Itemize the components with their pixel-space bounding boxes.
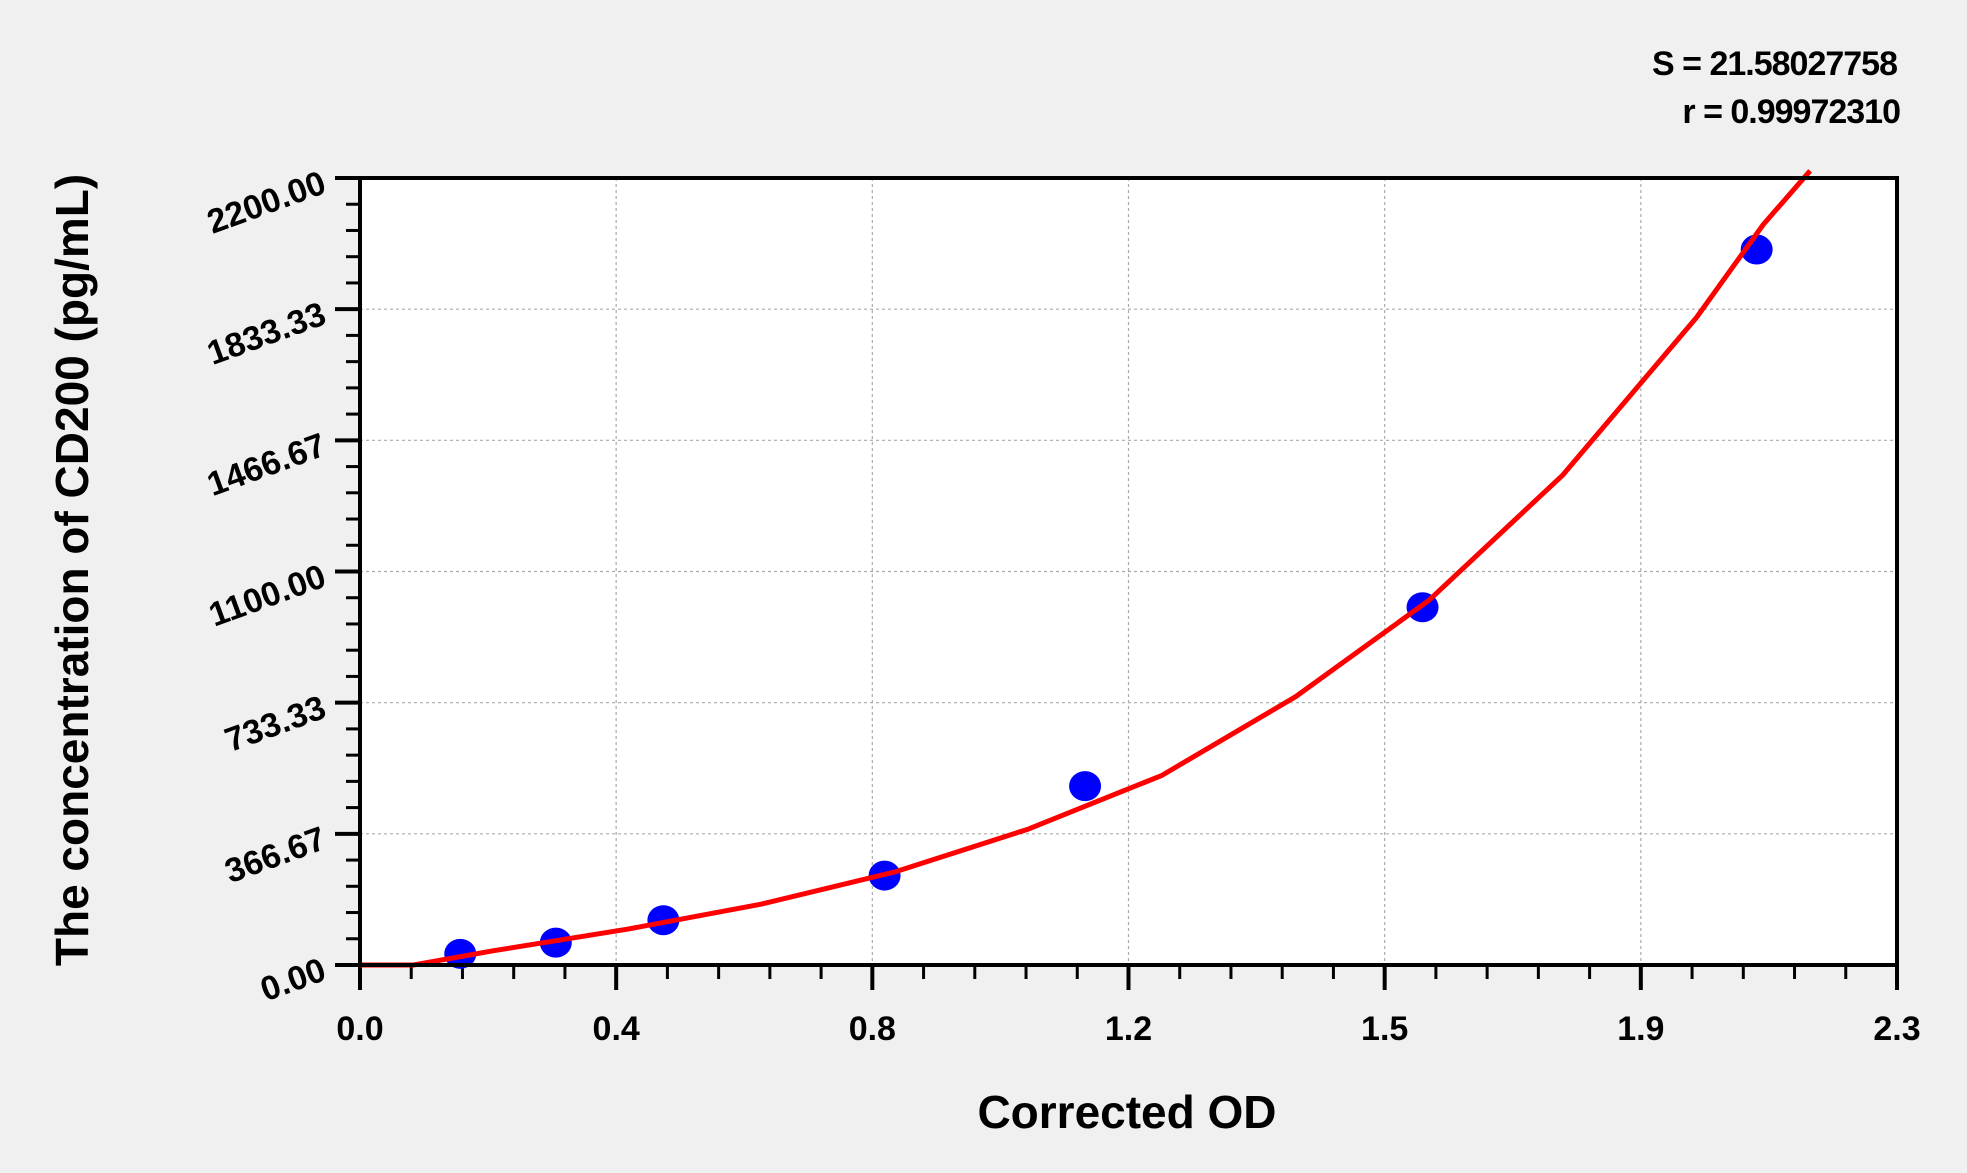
y-tick-label: 1833.33 bbox=[202, 295, 330, 373]
y-tick-label: 2200.00 bbox=[202, 164, 330, 242]
data-point bbox=[444, 938, 477, 969]
x-axis-label: Corrected OD bbox=[977, 1086, 1276, 1138]
y-tick-label: 0.00 bbox=[256, 951, 331, 1009]
x-tick-label: 2.3 bbox=[1873, 1010, 1920, 1048]
data-point bbox=[1069, 771, 1102, 802]
axis-ticks bbox=[335, 176, 1899, 990]
y-tick-label: 1466.67 bbox=[202, 426, 330, 504]
x-tick-label: 0.4 bbox=[593, 1010, 640, 1048]
grid bbox=[360, 178, 1897, 965]
y-tick-label: 366.67 bbox=[220, 820, 331, 891]
x-tick-label: 1.9 bbox=[1617, 1010, 1664, 1048]
y-tick-label: 733.33 bbox=[220, 688, 331, 759]
x-tick-label: 1.2 bbox=[1105, 1010, 1152, 1048]
x-tick-label: 0.0 bbox=[336, 1010, 383, 1048]
annotation-r: r = 0.99972310 bbox=[1682, 93, 1900, 131]
x-tick-label: 1.5 bbox=[1361, 1010, 1408, 1048]
fit-curve bbox=[360, 169, 1812, 968]
y-tick-label: 1100.00 bbox=[204, 557, 331, 634]
plot-frame bbox=[358, 176, 1899, 967]
y-axis-label: The concentration of CD200 (pg/mL) bbox=[46, 174, 98, 966]
x-tick-label: 0.8 bbox=[849, 1010, 896, 1048]
annotation-s: S = 21.58027758 bbox=[1652, 45, 1897, 83]
